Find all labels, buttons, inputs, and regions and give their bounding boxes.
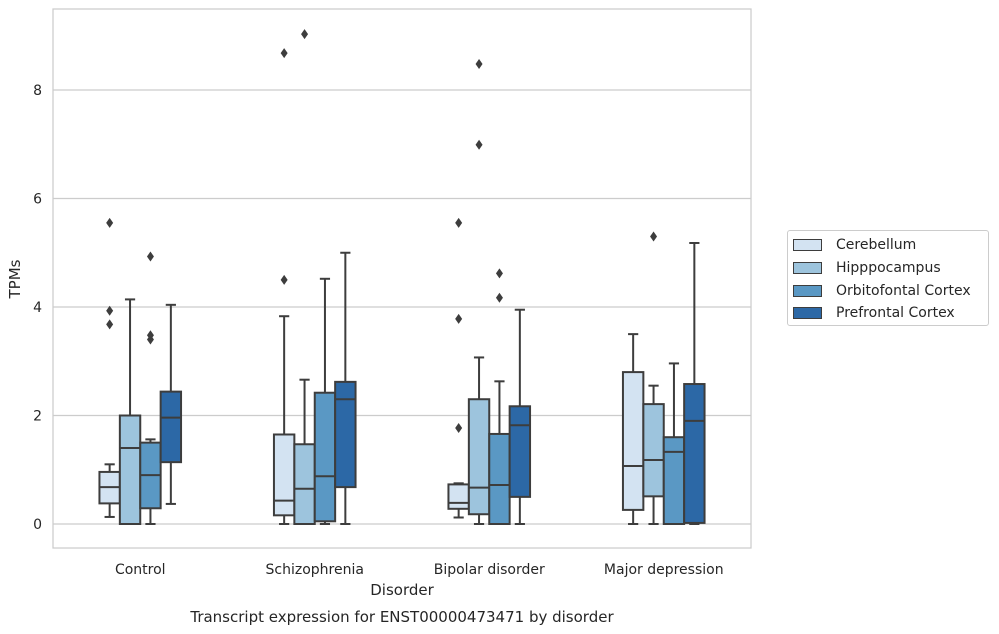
box [621,371,645,511]
y-tick-label: 0 [33,517,42,533]
plot-frame [52,8,752,549]
box-series-group [98,29,706,526]
legend-item: Prefrontal Cortex [793,303,955,323]
legend-label: Hipppocampus [836,260,941,276]
legend-swatch [793,239,822,251]
outlier-point [146,330,154,341]
outlier-point [106,217,114,228]
legend-swatch [793,285,822,297]
outlier-point [280,274,288,285]
outlier-point [495,268,503,279]
outlier-point [146,251,154,262]
y-axis-label: TPMs [6,259,24,299]
box [293,443,316,525]
outlier-point [280,48,288,59]
legend-label: Cerebellum [836,237,917,253]
box [272,433,296,517]
x-tick-label: Control [115,562,166,578]
box [662,436,686,526]
legend-swatch [793,262,822,274]
x-axis-ticks: Control Schizophrenia Bipolar disorder Majo… [115,562,724,578]
x-tick-label: Bipolar disorder [434,562,545,578]
y-tick-label: 2 [33,409,42,425]
box [159,390,183,464]
legend: Cerebellum Hipppocampus Orbitofontal Cor… [787,230,989,326]
y-tick-label: 8 [33,83,42,99]
box [313,391,337,523]
y-axis-ticks: 0 2 4 6 8 [33,83,42,533]
x-axis-label: Disorder [370,581,434,599]
legend-item: Hipppocampus [793,258,941,278]
outlier-point [455,217,463,228]
outlier-point [455,422,463,433]
box [508,405,532,498]
outlier-point [106,305,114,316]
x-tick-label: Schizophrenia [266,562,364,578]
box [683,383,706,524]
legend-item: Cerebellum [793,235,916,255]
outlier-point [650,231,658,242]
chart-title: Transcript expression for ENST0000047347… [189,608,614,626]
x-tick-label: Major depression [604,562,724,578]
box [488,432,511,526]
outlier-point [455,313,463,324]
box [642,403,665,498]
outlier-point [475,58,483,69]
legend-label: Prefrontal Cortex [836,305,955,321]
y-tick-label: 4 [33,300,42,316]
legend-swatch [793,307,822,319]
box [447,483,470,510]
box [467,398,491,516]
box [334,380,357,489]
outlier-point [301,29,309,40]
outlier-point [475,139,483,150]
legend-label: Orbitofontal Cortex [836,283,971,299]
outlier-point [106,319,114,330]
legend-item: Orbitofontal Cortex [793,281,971,301]
outlier-point [495,292,503,303]
box [118,414,142,525]
y-tick-label: 6 [33,192,42,208]
